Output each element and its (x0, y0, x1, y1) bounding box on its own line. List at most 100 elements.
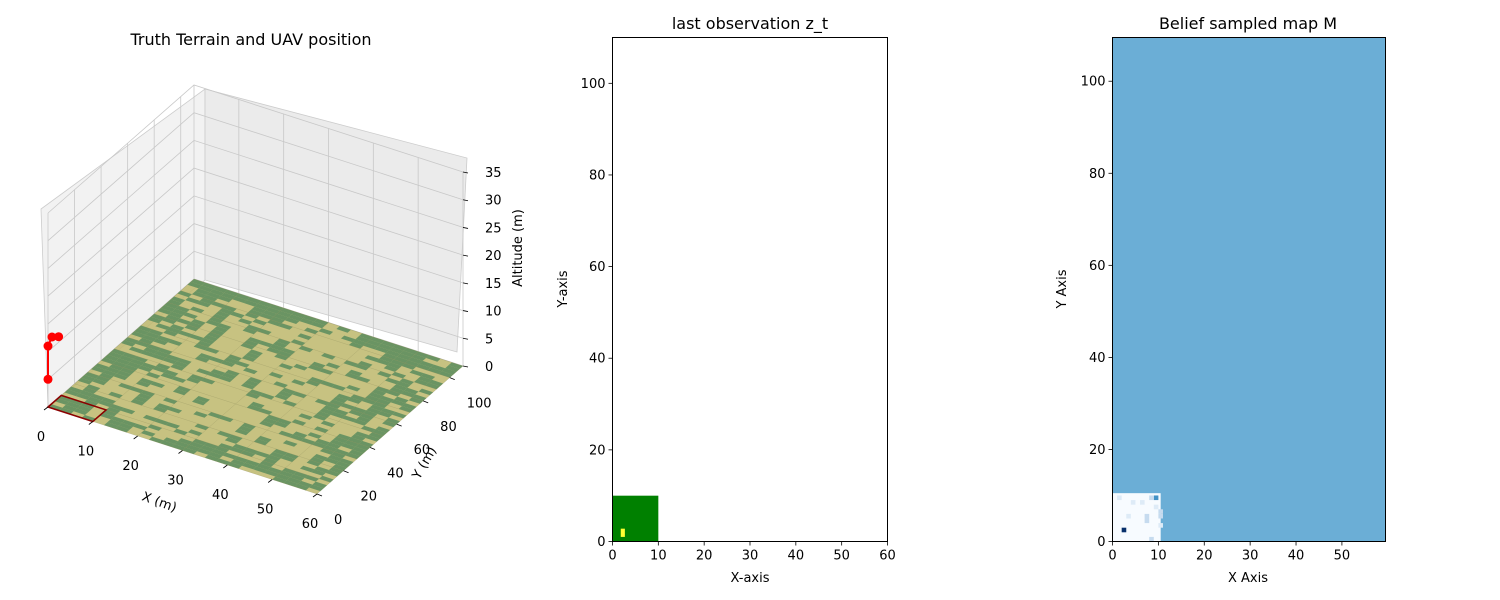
forest-cell (210, 329, 225, 336)
forest-cell (392, 384, 408, 391)
z-tick-label-3d: 25 (485, 221, 502, 236)
forest-cell (382, 420, 397, 428)
forest-cell (361, 398, 377, 405)
forest-cell (212, 313, 227, 321)
forest-cell (185, 297, 200, 304)
forest-cell (322, 405, 338, 412)
z-tick-label-3d: 35 (485, 166, 502, 181)
forest-cell (163, 437, 178, 444)
terrain-grid (127, 336, 397, 425)
forest-cell (399, 378, 414, 385)
z-tick-label-3d: 15 (485, 277, 502, 292)
forest-cell (414, 351, 430, 358)
y-tick-label: 60 (1089, 259, 1106, 274)
forest-cell (438, 371, 453, 378)
forest-cell (280, 308, 295, 315)
x-tick-label: 50 (833, 549, 850, 564)
forest-cell (191, 319, 206, 326)
forest-cell (162, 357, 177, 364)
forest-cell (148, 436, 164, 444)
forest-cell (412, 394, 427, 401)
forest-cell (278, 323, 293, 330)
forest-cell (166, 327, 182, 334)
forest-cell (390, 359, 405, 366)
forest-cell (67, 386, 83, 394)
forest-cell (183, 312, 198, 319)
forest-cell (311, 361, 326, 369)
forest-cell (107, 419, 122, 426)
forest-cell (213, 286, 228, 293)
forest-cell (151, 353, 166, 361)
forest-cell (112, 361, 127, 368)
forest-cell (118, 422, 134, 430)
forest-cell (58, 395, 73, 402)
forest-cell (389, 347, 404, 354)
forest-cell (121, 340, 136, 347)
terrain-grid (92, 293, 239, 422)
forest-cell (273, 313, 289, 321)
forest-cell (393, 356, 409, 364)
forest-cell (268, 372, 284, 379)
forest-cell (87, 396, 102, 404)
y-tick-3d (423, 400, 429, 404)
forest-cell (309, 484, 324, 492)
forest-cell (305, 379, 321, 387)
x-tick-label-3d: 0 (37, 430, 45, 445)
z-tick-3d (462, 365, 469, 368)
forest-cell (358, 361, 373, 368)
belief-cell (1126, 513, 1131, 519)
forest-cell (332, 464, 347, 471)
forest-cell (162, 317, 177, 325)
terrain-surface (47, 278, 464, 495)
x-tick-label-3d: 60 (302, 517, 319, 532)
forest-cell (355, 376, 371, 383)
forest-cell (351, 406, 367, 414)
forest-cell (222, 305, 237, 312)
forest-cell (273, 449, 288, 456)
forest-cell (200, 337, 215, 345)
forest-cell (94, 363, 109, 370)
forest-cell (309, 456, 325, 464)
forest-cell (245, 324, 261, 332)
forest-cell (115, 425, 130, 433)
forest-cell (377, 411, 393, 418)
forest-cell (235, 293, 250, 300)
forest-cell (288, 314, 303, 322)
forest-cell (290, 474, 305, 481)
forest-cell (375, 386, 390, 393)
forest-cell (189, 374, 204, 381)
forest-cell (314, 318, 329, 326)
forest-cell (277, 418, 292, 425)
pane-back (204, 88, 468, 353)
x-tick-label: 0 (608, 549, 616, 564)
forest-cell (79, 390, 94, 397)
forest-cell (138, 337, 154, 345)
forest-cell (170, 364, 185, 371)
forest-cell (234, 456, 249, 463)
forest-cell (177, 330, 193, 338)
forest-cell (165, 314, 180, 322)
y-tick-label-3d: 20 (361, 490, 378, 505)
forest-cell (275, 473, 290, 481)
forest-cell (210, 369, 226, 376)
forest-cell (200, 445, 215, 452)
x-tick-3d (312, 493, 318, 498)
forest-cell (329, 439, 345, 446)
forest-cell (294, 483, 310, 491)
forest-cell (145, 332, 160, 339)
forest-cell (189, 441, 204, 449)
belief-plot-area (1112, 37, 1386, 542)
forest-cell (108, 391, 123, 399)
forest-cell (165, 422, 180, 429)
forest-cell (401, 363, 417, 370)
forest-cell (227, 354, 242, 362)
forest-cell (382, 353, 397, 360)
forest-cell (102, 369, 117, 377)
forest-cell (324, 457, 339, 465)
belief-y-label: Y Axis (1055, 269, 1070, 309)
forest-cell (65, 401, 81, 409)
forest-cell (333, 436, 348, 444)
forest-cell (197, 448, 212, 455)
x-tick-label: 30 (1242, 549, 1259, 564)
forest-cell (365, 395, 380, 402)
